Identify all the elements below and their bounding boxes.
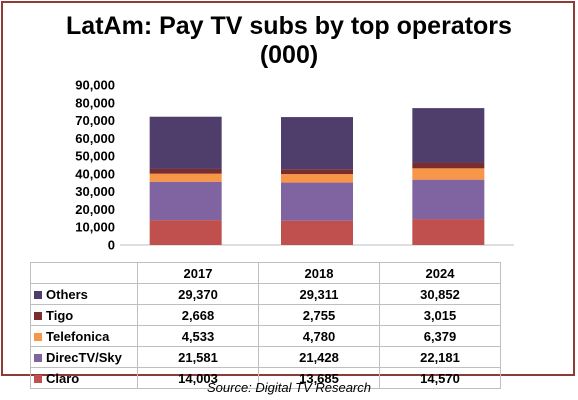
data-label: 21,428 xyxy=(258,346,380,368)
legend-label: Tigo xyxy=(46,307,74,323)
data-label: 22,181 xyxy=(379,346,501,368)
table-row: DirecTV/Sky 21,581 21,428 22,181 xyxy=(30,346,501,368)
legend-entry: Claro xyxy=(30,367,138,389)
bar-segment-directv-sky xyxy=(412,179,485,220)
bar-segment-tigo xyxy=(281,169,353,175)
x-tick-label: 2018 xyxy=(258,262,380,284)
table-header-row: 2017 2018 2024 xyxy=(30,262,501,284)
bar-segment-others xyxy=(412,108,485,163)
bar-segment-telefonica xyxy=(281,174,353,183)
legend-label: Claro xyxy=(46,370,80,386)
y-tick-label: 30,000 xyxy=(75,184,115,199)
y-tick-label: 60,000 xyxy=(75,131,115,146)
data-label: 14,003 xyxy=(137,367,259,389)
bar-segment-claro xyxy=(412,219,485,245)
y-tick-label: 0 xyxy=(108,238,115,253)
legend-swatch xyxy=(34,353,42,362)
data-label: 21,581 xyxy=(137,346,259,368)
y-tick-label: 90,000 xyxy=(75,78,115,93)
chart-subtitle: (000) xyxy=(259,41,319,69)
x-tick-label: 2024 xyxy=(379,262,501,284)
chart-title-main: LatAm: Pay TV subs by top operators xyxy=(66,12,512,40)
bar-segment-tigo xyxy=(412,162,485,169)
bar-segment-telefonica xyxy=(412,168,485,180)
bar-segment-others xyxy=(149,116,222,169)
data-label: 29,311 xyxy=(258,283,380,305)
data-label: 14,570 xyxy=(379,367,501,389)
table-corner-cell xyxy=(30,262,138,284)
source-note: Source: Digital TV Research xyxy=(206,380,371,395)
legend-label: Others xyxy=(46,286,88,302)
table-row: Telefonica 4,533 4,780 6,379 xyxy=(30,325,501,347)
bar-segment-tigo xyxy=(149,168,222,174)
y-tick-label: 20,000 xyxy=(75,202,115,217)
legend-entry: DirecTV/Sky xyxy=(30,346,138,368)
bar-segment-claro xyxy=(149,220,222,245)
data-label: 13,685 xyxy=(258,367,380,389)
data-label: 6,379 xyxy=(379,325,501,347)
table-row: Tigo 2,668 2,755 3,015 xyxy=(30,304,501,326)
y-tick-label: 80,000 xyxy=(75,95,115,110)
legend-swatch xyxy=(34,290,42,299)
legend-swatch xyxy=(34,332,42,341)
bar-segment-others xyxy=(281,117,353,170)
legend-label: Telefonica xyxy=(46,328,110,344)
data-label: 30,852 xyxy=(379,283,501,305)
data-label: 3,015 xyxy=(379,304,501,326)
data-label: 2,668 xyxy=(137,304,259,326)
x-tick-label: 2017 xyxy=(137,262,259,284)
table-row: Others 29,370 29,311 30,852 xyxy=(30,283,501,305)
y-tick-label: 40,000 xyxy=(75,166,115,181)
bar-segment-directv-sky xyxy=(149,181,222,221)
legend-entry: Telefonica xyxy=(30,325,138,347)
bar-segment-telefonica xyxy=(149,173,222,182)
legend-swatch xyxy=(34,311,42,320)
legend-entry: Others xyxy=(30,283,138,305)
table-row: Claro 14,003 13,685 14,570 xyxy=(30,367,501,389)
bar-segment-claro xyxy=(281,220,353,245)
data-label: 4,780 xyxy=(258,325,380,347)
y-tick-label: 10,000 xyxy=(75,220,115,235)
data-label: 29,370 xyxy=(137,283,259,305)
data-label: 4,533 xyxy=(137,325,259,347)
chart-title: LatAm: Pay TV subs by top operators (000… xyxy=(0,12,578,70)
y-tick-label: 50,000 xyxy=(75,149,115,164)
data-table: 2017 2018 2024 Others 29,370 29,311 30,852 Tigo… xyxy=(30,262,501,389)
legend-entry: Tigo xyxy=(30,304,138,326)
y-tick-label: 70,000 xyxy=(75,113,115,128)
legend-label: DirecTV/Sky xyxy=(46,349,122,365)
data-label: 2,755 xyxy=(258,304,380,326)
bar-segment-directv-sky xyxy=(281,182,353,221)
legend-swatch xyxy=(34,374,42,383)
